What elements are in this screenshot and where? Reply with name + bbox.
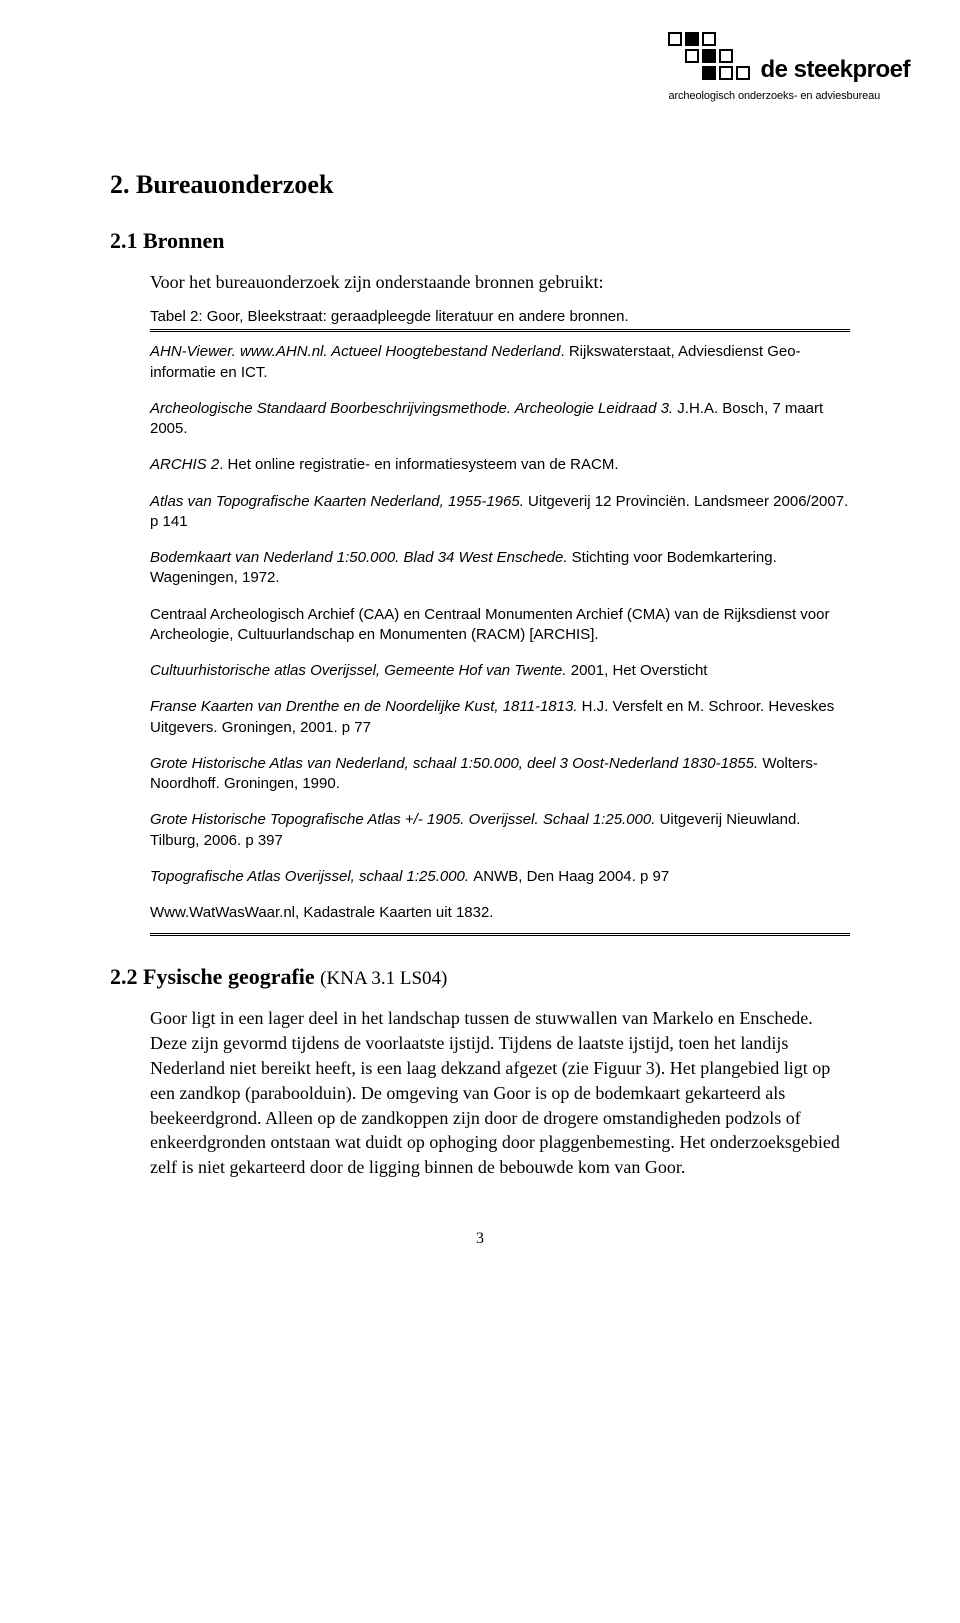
logo-row — [685, 49, 750, 63]
logo-square — [685, 32, 699, 46]
reference-text: Grote Historische Topografische Atlas +/… — [150, 811, 660, 828]
logo-squares — [668, 32, 750, 80]
reference-entry: AHN-Viewer. www.AHN.nl. Actueel Hoogtebe… — [150, 342, 850, 383]
heading-1: 2. Bureauonderzoek — [110, 170, 850, 200]
heading-2-bronnen: 2.1 Bronnen — [110, 228, 850, 254]
heading-2-fysische: 2.2 Fysische geografie (KNA 3.1 LS04) — [110, 964, 850, 990]
reference-entry: Atlas van Topografische Kaarten Nederlan… — [150, 492, 850, 533]
reference-entry: Bodemkaart van Nederland 1:50.000. Blad … — [150, 548, 850, 589]
reference-text: Grote Historische Atlas van Nederland, s… — [150, 755, 762, 772]
reference-entry: Centraal Archeologisch Archief (CAA) en … — [150, 605, 850, 646]
logo-row — [668, 32, 750, 46]
logo-block: de steekproef archeologisch onderzoeks- … — [668, 32, 910, 102]
page-number: 3 — [110, 1230, 850, 1248]
logo-square — [668, 32, 682, 46]
logo-square — [702, 32, 716, 46]
heading-2-main: 2.2 Fysische geografie — [110, 964, 320, 989]
reference-entry: Grote Historische Topografische Atlas +/… — [150, 810, 850, 851]
logo-square — [702, 49, 716, 63]
reference-text: Actueel Hoogtebestand Nederland — [331, 343, 560, 360]
logo-row — [702, 66, 750, 80]
heading-2-kna: (KNA 3.1 LS04) — [320, 968, 447, 989]
reference-text: Franse Kaarten van Drenthe en de Noordel… — [150, 698, 582, 715]
intro-text: Voor het bureauonderzoek zijn onderstaan… — [150, 270, 850, 294]
logo-square — [685, 49, 699, 63]
logo-square — [719, 66, 733, 80]
reference-text: AHN-Viewer. www.AHN.nl. — [150, 343, 331, 360]
reference-entry: Topografische Atlas Overijssel, schaal 1… — [150, 867, 850, 887]
reference-text: Bodemkaart van Nederland 1:50.000. Blad … — [150, 549, 572, 566]
reference-entry: Www.WatWasWaar.nl, Kadastrale Kaarten ui… — [150, 903, 850, 923]
reference-text: Www.WatWasWaar.nl, Kadastrale Kaarten ui… — [150, 904, 493, 921]
logo-wrap: de steekproef — [668, 32, 910, 84]
document-page: de steekproef archeologisch onderzoeks- … — [0, 0, 960, 1308]
reference-text: Atlas van Topografische Kaarten Nederlan… — [150, 493, 528, 510]
reference-text: Topografische Atlas Overijssel, schaal 1… — [150, 868, 473, 885]
logo-square — [702, 66, 716, 80]
reference-entry: Archeologische Standaard Boorbeschrijvin… — [150, 399, 850, 440]
reference-entry: ARCHIS 2. Het online registratie- en inf… — [150, 455, 850, 475]
logo-square — [719, 49, 733, 63]
reference-text: ANWB, Den Haag 2004. p 97 — [473, 868, 669, 885]
reference-entry: Cultuurhistorische atlas Overijssel, Gem… — [150, 661, 850, 681]
reference-text: Archeologische Standaard Boorbeschrijvin… — [150, 400, 677, 417]
reference-entry: Franse Kaarten van Drenthe en de Noordel… — [150, 697, 850, 738]
reference-text: . Het online registratie- en informaties… — [219, 456, 618, 473]
logo-square — [736, 66, 750, 80]
table-caption: Tabel 2: Goor, Bleekstraat: geraadpleegd… — [150, 308, 850, 325]
reference-text: Cultuurhistorische atlas Overijssel, Gem… — [150, 662, 571, 679]
body-paragraph: Goor ligt in een lager deel in het lands… — [150, 1006, 850, 1180]
reference-text: 2001, Het Oversticht — [571, 662, 708, 679]
logo-title: de steekproef — [760, 56, 910, 84]
reference-entry: Grote Historische Atlas van Nederland, s… — [150, 754, 850, 795]
logo-subtitle: archeologisch onderzoeks- en adviesburea… — [668, 90, 910, 102]
reference-text: Centraal Archeologisch Archief (CAA) en … — [150, 606, 829, 643]
references-box: AHN-Viewer. www.AHN.nl. Actueel Hoogtebe… — [150, 329, 850, 936]
reference-text: ARCHIS 2 — [150, 456, 219, 473]
